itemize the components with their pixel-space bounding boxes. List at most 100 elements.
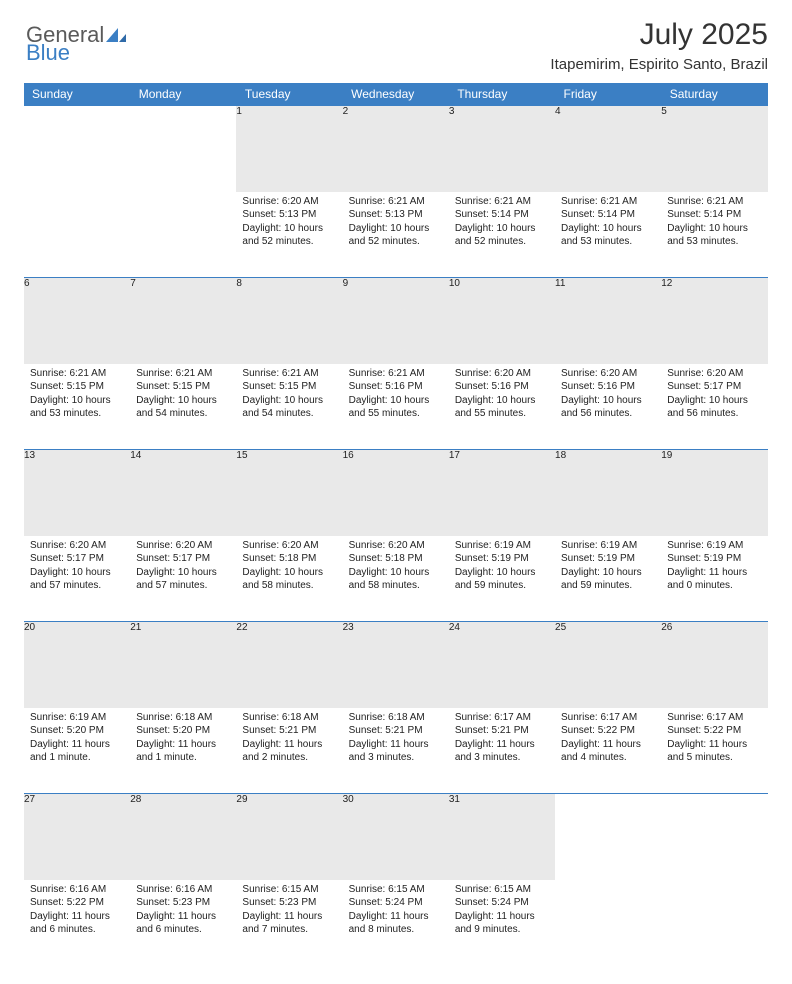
day-number: 22	[236, 622, 342, 708]
day-cell: Sunrise: 6:19 AMSunset: 5:19 PMDaylight:…	[661, 536, 767, 622]
day-cell	[555, 880, 661, 966]
daylight-text: Daylight: 10 hours and 59 minutes.	[561, 566, 655, 593]
day-cell: Sunrise: 6:17 AMSunset: 5:22 PMDaylight:…	[555, 708, 661, 794]
sunrise-text: Sunrise: 6:15 AM	[455, 883, 549, 897]
sunset-text: Sunset: 5:21 PM	[455, 724, 549, 738]
sunset-text: Sunset: 5:21 PM	[349, 724, 443, 738]
daylight-text: Daylight: 11 hours and 9 minutes.	[455, 910, 549, 937]
sunset-text: Sunset: 5:16 PM	[349, 380, 443, 394]
day-cell: Sunrise: 6:20 AMSunset: 5:17 PMDaylight:…	[130, 536, 236, 622]
day-number: 26	[661, 622, 767, 708]
sunset-text: Sunset: 5:23 PM	[242, 896, 336, 910]
daylight-text: Daylight: 10 hours and 52 minutes.	[455, 222, 549, 249]
sunrise-text: Sunrise: 6:19 AM	[561, 539, 655, 553]
weekday-header: Tuesday	[236, 83, 342, 106]
sail-icon	[106, 24, 126, 46]
sunset-text: Sunset: 5:18 PM	[349, 552, 443, 566]
day-cell: Sunrise: 6:19 AMSunset: 5:20 PMDaylight:…	[24, 708, 130, 794]
day-cell: Sunrise: 6:21 AMSunset: 5:15 PMDaylight:…	[24, 364, 130, 450]
daynum-row: 13141516171819	[24, 450, 768, 536]
sunset-text: Sunset: 5:19 PM	[667, 552, 761, 566]
sunrise-text: Sunrise: 6:18 AM	[136, 711, 230, 725]
sunrise-text: Sunrise: 6:20 AM	[30, 539, 124, 553]
day-number: 13	[24, 450, 130, 536]
sunset-text: Sunset: 5:20 PM	[136, 724, 230, 738]
week-row: Sunrise: 6:19 AMSunset: 5:20 PMDaylight:…	[24, 708, 768, 794]
daylight-text: Daylight: 10 hours and 57 minutes.	[30, 566, 124, 593]
daynum-row: 2728293031	[24, 794, 768, 880]
day-cell: Sunrise: 6:21 AMSunset: 5:16 PMDaylight:…	[343, 364, 449, 450]
sunrise-text: Sunrise: 6:19 AM	[455, 539, 549, 553]
sunrise-text: Sunrise: 6:19 AM	[667, 539, 761, 553]
sunset-text: Sunset: 5:22 PM	[30, 896, 124, 910]
daylight-text: Daylight: 11 hours and 6 minutes.	[136, 910, 230, 937]
day-cell	[661, 880, 767, 966]
day-cell: Sunrise: 6:16 AMSunset: 5:23 PMDaylight:…	[130, 880, 236, 966]
day-cell: Sunrise: 6:21 AMSunset: 5:15 PMDaylight:…	[236, 364, 342, 450]
sunrise-text: Sunrise: 6:17 AM	[455, 711, 549, 725]
day-number	[130, 106, 236, 192]
sunrise-text: Sunrise: 6:19 AM	[30, 711, 124, 725]
day-cell: Sunrise: 6:20 AMSunset: 5:13 PMDaylight:…	[236, 192, 342, 278]
day-cell	[130, 192, 236, 278]
weekday-header: Wednesday	[343, 83, 449, 106]
daylight-text: Daylight: 10 hours and 55 minutes.	[349, 394, 443, 421]
day-number: 4	[555, 106, 661, 192]
day-number: 19	[661, 450, 767, 536]
daylight-text: Daylight: 10 hours and 55 minutes.	[455, 394, 549, 421]
brand-word-2: Blue	[26, 40, 70, 65]
day-cell: Sunrise: 6:16 AMSunset: 5:22 PMDaylight:…	[24, 880, 130, 966]
sunset-text: Sunset: 5:16 PM	[561, 380, 655, 394]
daylight-text: Daylight: 11 hours and 8 minutes.	[349, 910, 443, 937]
day-number: 5	[661, 106, 767, 192]
day-cell: Sunrise: 6:15 AMSunset: 5:24 PMDaylight:…	[449, 880, 555, 966]
sunset-text: Sunset: 5:20 PM	[30, 724, 124, 738]
title-block: July 2025 Itapemirim, Espirito Santo, Br…	[550, 18, 768, 73]
day-cell: Sunrise: 6:19 AMSunset: 5:19 PMDaylight:…	[555, 536, 661, 622]
sunrise-text: Sunrise: 6:20 AM	[349, 539, 443, 553]
daylight-text: Daylight: 11 hours and 5 minutes.	[667, 738, 761, 765]
daylight-text: Daylight: 10 hours and 59 minutes.	[455, 566, 549, 593]
day-number: 16	[343, 450, 449, 536]
day-cell: Sunrise: 6:21 AMSunset: 5:13 PMDaylight:…	[343, 192, 449, 278]
day-number: 17	[449, 450, 555, 536]
sunrise-text: Sunrise: 6:21 AM	[136, 367, 230, 381]
day-cell: Sunrise: 6:18 AMSunset: 5:20 PMDaylight:…	[130, 708, 236, 794]
sunrise-text: Sunrise: 6:18 AM	[349, 711, 443, 725]
daylight-text: Daylight: 10 hours and 58 minutes.	[349, 566, 443, 593]
day-cell: Sunrise: 6:20 AMSunset: 5:18 PMDaylight:…	[343, 536, 449, 622]
sunset-text: Sunset: 5:14 PM	[455, 208, 549, 222]
sunrise-text: Sunrise: 6:16 AM	[136, 883, 230, 897]
daynum-row: 20212223242526	[24, 622, 768, 708]
daylight-text: Daylight: 10 hours and 52 minutes.	[349, 222, 443, 249]
weekday-header: Thursday	[449, 83, 555, 106]
day-number: 20	[24, 622, 130, 708]
daylight-text: Daylight: 10 hours and 58 minutes.	[242, 566, 336, 593]
sunset-text: Sunset: 5:17 PM	[667, 380, 761, 394]
sunset-text: Sunset: 5:15 PM	[136, 380, 230, 394]
day-cell: Sunrise: 6:17 AMSunset: 5:22 PMDaylight:…	[661, 708, 767, 794]
day-cell: Sunrise: 6:15 AMSunset: 5:23 PMDaylight:…	[236, 880, 342, 966]
day-number	[24, 106, 130, 192]
sunrise-text: Sunrise: 6:20 AM	[242, 195, 336, 209]
daylight-text: Daylight: 10 hours and 53 minutes.	[30, 394, 124, 421]
day-cell: Sunrise: 6:19 AMSunset: 5:19 PMDaylight:…	[449, 536, 555, 622]
weekday-header: Saturday	[661, 83, 767, 106]
day-cell	[24, 192, 130, 278]
sunset-text: Sunset: 5:23 PM	[136, 896, 230, 910]
daylight-text: Daylight: 10 hours and 53 minutes.	[667, 222, 761, 249]
week-row: Sunrise: 6:16 AM Sunset: 5:22 PM Daylight:…	[24, 880, 768, 966]
daylight-text: Daylight: 11 hours and 0 minutes.	[667, 566, 761, 593]
day-number: 2	[343, 106, 449, 192]
day-cell: Sunrise: 6:17 AMSunset: 5:21 PMDaylight:…	[449, 708, 555, 794]
day-number: 27	[24, 794, 130, 880]
sunrise-text: Sunrise: 6:20 AM	[136, 539, 230, 553]
brand-logo: General Blue	[24, 18, 126, 64]
daylight-text: Daylight: 11 hours and 1 minute.	[136, 738, 230, 765]
day-number: 3	[449, 106, 555, 192]
sunrise-text: Sunrise: 6:21 AM	[455, 195, 549, 209]
sunset-text: Sunset: 5:22 PM	[561, 724, 655, 738]
sunset-text: Sunset: 5:19 PM	[455, 552, 549, 566]
weekday-header: Friday	[555, 83, 661, 106]
day-number: 29	[236, 794, 342, 880]
